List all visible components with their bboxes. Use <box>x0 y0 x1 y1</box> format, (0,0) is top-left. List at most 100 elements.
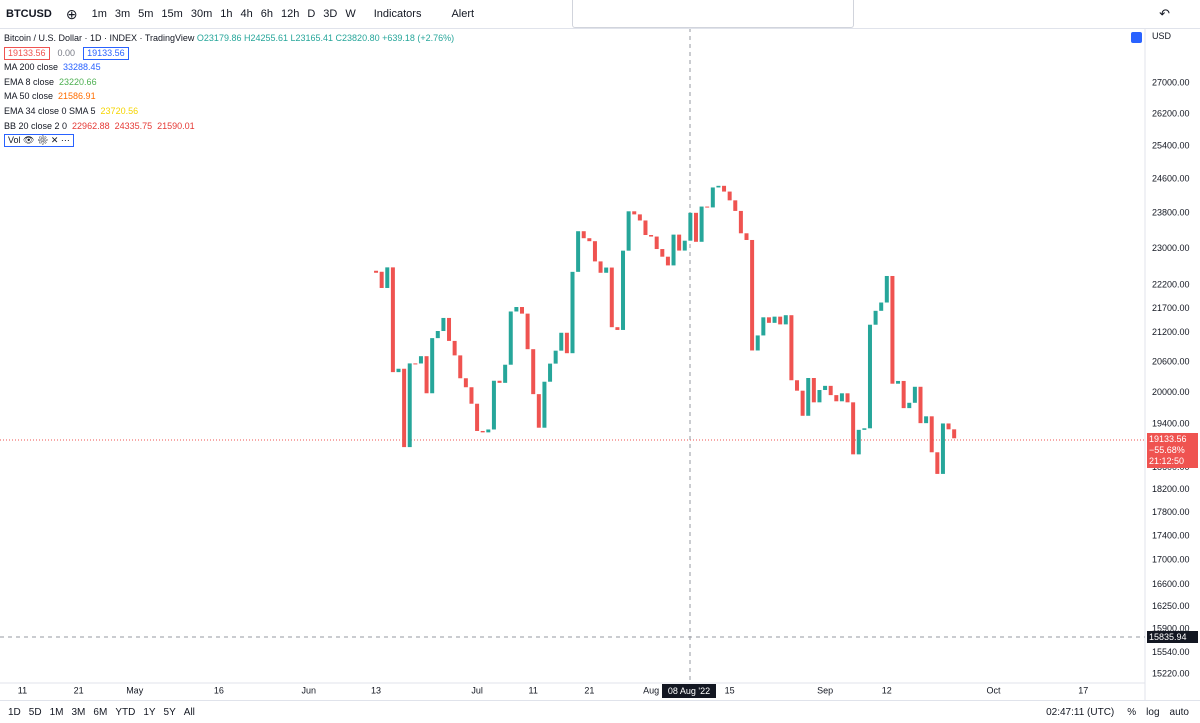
candle <box>761 317 766 336</box>
legend-header: Bitcoin / U.S. Dollar · 1D · INDEX · Tra… <box>4 31 454 46</box>
scale-option[interactable]: auto <box>1169 706 1189 718</box>
add-symbol[interactable]: ⊕ <box>65 5 78 22</box>
candle <box>722 185 727 192</box>
intervals: 1m 3m 5m 15m 30m 1h 4h 6h 12h D 3D W <box>88 8 360 20</box>
y-tick-label: 15540.00 <box>1152 647 1190 657</box>
candle <box>665 256 670 266</box>
currency[interactable]: USD <box>1152 31 1172 41</box>
candle <box>559 332 564 351</box>
candle <box>536 394 541 428</box>
candle <box>452 340 457 356</box>
candle <box>671 234 676 266</box>
interval[interactable]: 15m <box>161 8 183 20</box>
candle <box>766 317 771 323</box>
scale-option[interactable]: % <box>1127 706 1137 718</box>
candle <box>480 430 485 433</box>
candle <box>867 324 872 429</box>
symbol[interactable]: BTCUSD <box>6 8 52 20</box>
range[interactable]: 1Y <box>143 706 156 718</box>
x-tick-label: May <box>126 685 144 695</box>
price-box: 0.00 <box>57 47 76 58</box>
candle <box>884 275 889 303</box>
candle <box>458 355 463 379</box>
interval[interactable]: 1m <box>91 8 107 20</box>
candle <box>952 429 957 439</box>
interval[interactable]: W <box>345 8 356 20</box>
scale-button[interactable] <box>1131 32 1142 43</box>
y-tick-label: 23800.00 <box>1152 208 1190 218</box>
candle <box>738 210 743 234</box>
study-name: MA 50 close <box>4 91 54 102</box>
y-tick-label: 16250.00 <box>1152 601 1190 611</box>
candle <box>475 403 480 431</box>
x-tick-label: 11 <box>529 685 538 695</box>
candle <box>592 241 597 262</box>
range[interactable]: All <box>183 706 195 718</box>
study-value: 21586.91 <box>58 91 96 102</box>
candle <box>598 261 603 273</box>
candle <box>463 378 468 388</box>
indicators[interactable]: Indicators <box>373 8 422 20</box>
range[interactable]: 5Y <box>163 706 176 718</box>
candle <box>778 316 783 325</box>
study-name: BB 20 close 2 0 <box>4 120 68 131</box>
candle <box>789 315 794 381</box>
range[interactable]: 5D <box>28 706 42 718</box>
candle <box>924 416 929 424</box>
interval[interactable]: 12h <box>280 8 300 20</box>
interval[interactable]: 4h <box>240 8 253 20</box>
candle <box>407 363 412 448</box>
alert[interactable]: Alert <box>451 8 475 20</box>
y-tick-label: 17800.00 <box>1152 507 1190 517</box>
vol-label[interactable]: Vol 👁 ⚙ ✕ ⋯ <box>4 134 74 148</box>
candle <box>531 349 536 395</box>
candle <box>385 267 390 288</box>
candle <box>873 310 878 325</box>
candle <box>514 307 519 312</box>
study-value: 22962.88 <box>72 120 110 131</box>
price-box: 19133.56 <box>4 46 50 60</box>
candle <box>823 385 828 391</box>
scale-option[interactable]: log <box>1146 706 1160 718</box>
candle <box>430 338 435 394</box>
undo[interactable]: ↶ <box>1159 6 1170 21</box>
candle <box>750 239 755 351</box>
interval[interactable]: 3m <box>114 8 131 20</box>
range[interactable]: 3M <box>71 706 86 718</box>
candle <box>693 212 698 242</box>
candle <box>654 236 659 250</box>
candle <box>441 317 446 332</box>
study-value: 33288.45 <box>63 62 101 73</box>
candle <box>890 275 895 384</box>
candle <box>632 211 637 215</box>
candle <box>907 402 912 409</box>
study: MA 200 close 33288.45 <box>4 60 454 75</box>
interval[interactable]: 1h <box>220 8 233 20</box>
candle <box>918 386 923 424</box>
y-tick-label: 16600.00 <box>1152 579 1190 589</box>
range[interactable]: 6M <box>93 706 108 718</box>
candle <box>699 206 704 242</box>
range[interactable]: YTD <box>115 706 136 718</box>
x-tick-label: 16 <box>214 685 224 695</box>
candle <box>447 317 452 341</box>
candle <box>497 380 502 383</box>
range[interactable]: 1M <box>49 706 64 718</box>
candle <box>946 423 951 430</box>
candle <box>581 231 586 239</box>
range[interactable]: 1D <box>8 706 21 718</box>
candle <box>682 240 687 251</box>
interval[interactable]: D <box>307 8 316 20</box>
interval[interactable]: 30m <box>190 8 213 20</box>
study-name: EMA 8 close <box>4 76 55 87</box>
candle <box>570 271 575 354</box>
crosshair-date: 08 Aug '22 <box>662 684 716 698</box>
y-tick-label: 21700.00 <box>1152 303 1190 313</box>
interval[interactable]: 6h <box>260 8 273 20</box>
candle <box>609 267 614 328</box>
candle <box>705 206 710 208</box>
x-tick-label: 11 <box>18 685 27 695</box>
candle <box>862 428 867 430</box>
interval[interactable]: 3D <box>323 8 338 20</box>
interval[interactable]: 5m <box>138 8 154 20</box>
